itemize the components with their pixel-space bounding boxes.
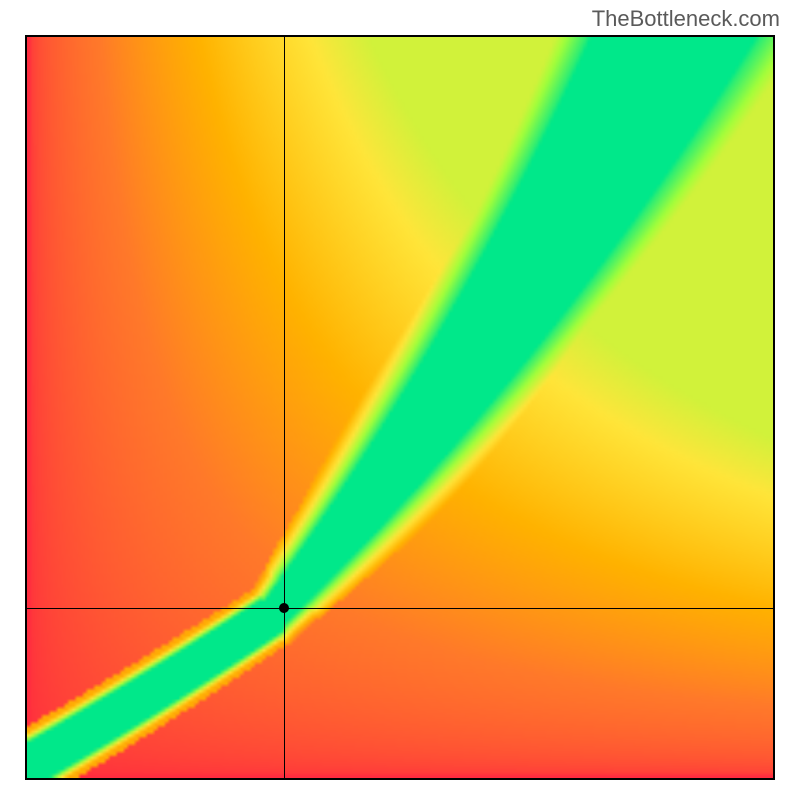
container: TheBottleneck.com	[0, 0, 800, 800]
watermark-text: TheBottleneck.com	[592, 6, 780, 32]
crosshair-horizontal	[27, 608, 773, 609]
heatmap-canvas	[27, 37, 773, 778]
data-point-marker	[279, 603, 289, 613]
crosshair-vertical	[284, 37, 285, 778]
plot-frame	[25, 35, 775, 780]
